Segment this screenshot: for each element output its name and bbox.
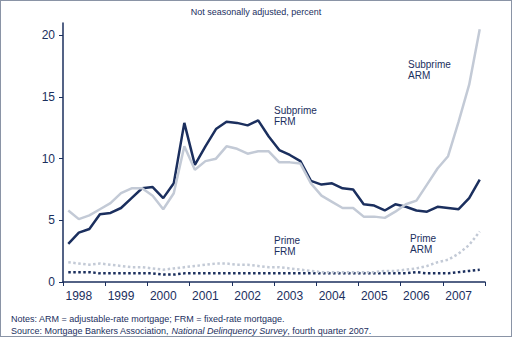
svg-text:20: 20 [42, 28, 56, 42]
svg-text:Subprime: Subprime [408, 59, 451, 70]
svg-text:1998: 1998 [65, 289, 92, 303]
svg-text:ARM: ARM [410, 244, 432, 255]
svg-text:2002: 2002 [234, 289, 261, 303]
svg-text:5: 5 [48, 213, 55, 227]
svg-text:2006: 2006 [403, 289, 430, 303]
svg-text:2004: 2004 [319, 289, 346, 303]
svg-text:Not seasonally adjusted, perce: Not seasonally adjusted, percent [191, 7, 322, 17]
svg-text:0: 0 [48, 275, 55, 289]
svg-text:2001: 2001 [192, 289, 219, 303]
svg-text:Subprime: Subprime [274, 105, 317, 116]
svg-text:Source: Mortgage Bankers Assoc: Source: Mortgage Bankers Association, [11, 326, 171, 336]
svg-text:2005: 2005 [361, 289, 388, 303]
svg-text:2003: 2003 [276, 289, 303, 303]
svg-text:FRM: FRM [274, 116, 296, 127]
svg-text:, fourth quarter 2007.: , fourth quarter 2007. [287, 326, 371, 336]
svg-text:FRM: FRM [274, 246, 296, 257]
svg-text:Prime: Prime [410, 233, 437, 244]
svg-text:National Delinquency Survey: National Delinquency Survey [172, 326, 288, 336]
svg-text:Notes: ARM = adjustable-rate m: Notes: ARM = adjustable-rate mortgage; F… [11, 314, 285, 324]
svg-text:2007: 2007 [445, 289, 472, 303]
svg-text:2000: 2000 [150, 289, 177, 303]
svg-text:10: 10 [42, 152, 56, 166]
svg-text:1999: 1999 [108, 289, 135, 303]
svg-text:ARM: ARM [408, 70, 430, 81]
svg-text:15: 15 [42, 90, 56, 104]
svg-text:Prime: Prime [274, 235, 301, 246]
